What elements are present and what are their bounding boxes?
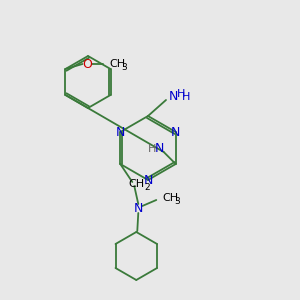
Text: CH: CH xyxy=(128,179,144,189)
Text: CH: CH xyxy=(110,59,126,69)
Text: N: N xyxy=(134,202,143,214)
Text: N: N xyxy=(168,89,178,103)
Text: N: N xyxy=(155,142,164,155)
Text: N: N xyxy=(171,125,180,139)
Text: O: O xyxy=(82,58,92,70)
Text: H: H xyxy=(182,92,190,102)
Text: H: H xyxy=(148,144,156,154)
Text: H: H xyxy=(177,89,185,99)
Text: 3: 3 xyxy=(122,62,127,71)
Text: N: N xyxy=(143,173,153,187)
Text: CH: CH xyxy=(162,193,178,203)
Text: 2: 2 xyxy=(145,182,150,191)
Text: 3: 3 xyxy=(174,196,180,206)
Text: N: N xyxy=(116,125,125,139)
